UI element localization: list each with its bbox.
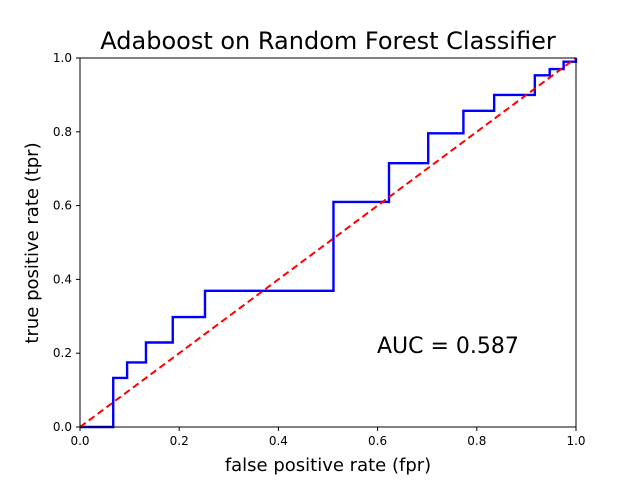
- y-tick-label: 0.8: [53, 125, 72, 139]
- y-tick-label: 0.0: [53, 420, 72, 434]
- chart-title: Adaboost on Random Forest Classifier: [100, 27, 556, 55]
- plot-area: 0.0 0.2 0.4 0.6 0.8 1.0 0.0 0.2 0.4 0.6 0.8 1.0: [53, 51, 586, 448]
- y-axis-label: true positive rate (tpr): [22, 142, 43, 343]
- y-tick-label: 1.0: [53, 51, 72, 65]
- x-tick-label: 0.0: [70, 434, 89, 448]
- x-tick-label: 0.6: [368, 434, 387, 448]
- axes-frame: [79, 57, 577, 428]
- auc-annotation: AUC = 0.587: [377, 334, 519, 359]
- roc-curve: [80, 58, 578, 429]
- diagonal-reference-line: [79, 57, 577, 428]
- x-axis-label: false positive rate (fpr): [225, 455, 431, 476]
- y-tick-label: 0.2: [53, 346, 72, 360]
- y-tick-label: 0.6: [53, 199, 72, 213]
- x-tick-label: 0.2: [170, 434, 189, 448]
- x-tick-label: 0.4: [269, 434, 288, 448]
- x-tick-label: 0.8: [467, 434, 486, 448]
- y-tick-label: 0.4: [53, 272, 72, 286]
- x-tick-label: 1.0: [566, 434, 585, 448]
